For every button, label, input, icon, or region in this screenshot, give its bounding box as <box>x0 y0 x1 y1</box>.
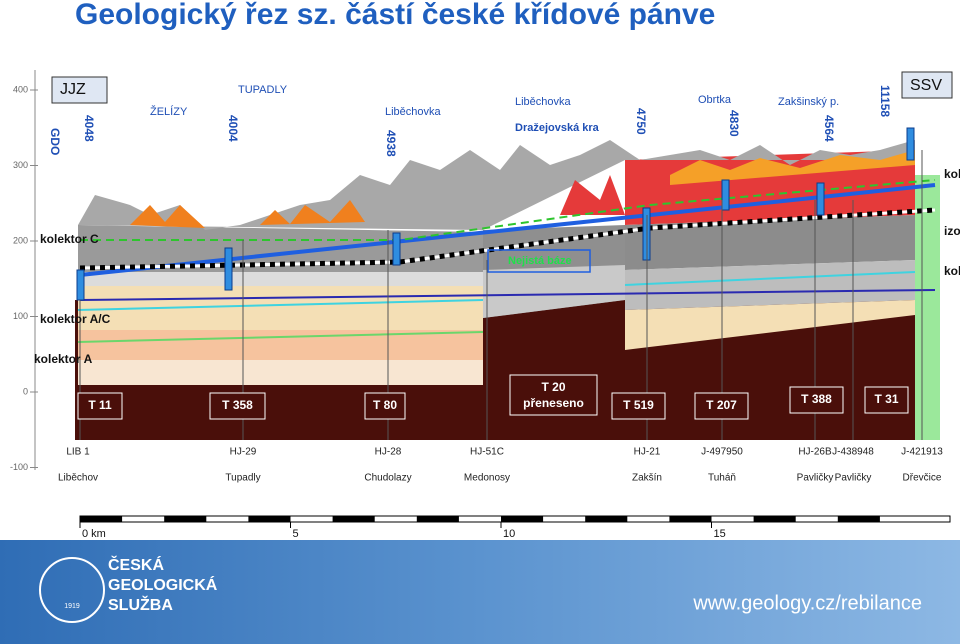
borehole-village: Chudolazy <box>364 473 411 484</box>
borehole-id: J-438948 <box>832 447 874 458</box>
aquifer-label: kolektor C <box>40 232 99 246</box>
box-text: T 207 <box>706 398 737 412</box>
scale-segment <box>416 516 459 522</box>
aquifer-label: kole <box>944 264 960 278</box>
well-number: 11158 <box>878 85 892 117</box>
temperature-box: T 80 <box>364 392 406 420</box>
place-label: Obrtka <box>698 94 732 106</box>
left-end-label: JJZ <box>60 81 86 98</box>
place-label: Zakšinský p. <box>778 96 839 108</box>
scale-segment <box>669 516 712 522</box>
temperature-box: T 388 <box>789 386 844 414</box>
scale-segment <box>501 516 544 522</box>
borehole-id: HJ-26B <box>798 447 832 458</box>
box-text: T 388 <box>801 392 832 406</box>
elevation-label: 400 <box>13 84 28 94</box>
borehole-id: J-497950 <box>701 447 743 458</box>
scale-label: 5 <box>293 528 299 540</box>
logo-year: 1919 <box>64 603 80 610</box>
aquifer-label: kolektor A/C <box>40 312 111 326</box>
box-text: T 519 <box>623 398 654 412</box>
scale-label: 15 <box>714 528 726 540</box>
aquifer-label: izola <box>944 224 960 238</box>
scale-segment <box>585 516 628 522</box>
borehole-village: Pavličky <box>835 473 872 484</box>
cross-section <box>34 70 953 470</box>
temperature-box: T 31 <box>864 386 909 414</box>
borehole-id: HJ-51C <box>470 447 504 458</box>
box-text: T 20 <box>541 380 565 394</box>
place-label: TUPADLY <box>238 84 288 96</box>
scale-segment <box>80 516 123 522</box>
logo <box>39 557 105 623</box>
box-frame <box>77 392 123 420</box>
box-text: T 31 <box>874 392 898 406</box>
elevation-label: 200 <box>13 235 28 245</box>
temperature-box: T 358 <box>209 392 266 420</box>
scale-segment <box>753 516 796 522</box>
well-number: 4564 <box>822 115 836 142</box>
well-number: 4048 <box>82 115 96 142</box>
gdo-label: GDO <box>48 128 62 155</box>
elevation-label: 0 <box>23 386 28 396</box>
borehole-id: HJ-21 <box>634 447 661 458</box>
elevation-label: 100 <box>13 311 28 321</box>
borehole-village: Liběchov <box>58 473 98 484</box>
well-number: 4938 <box>384 130 398 157</box>
place-label: ŽELÍZY <box>150 105 188 118</box>
box-frame <box>364 392 406 420</box>
box-frame <box>864 386 909 414</box>
scale-segment <box>837 516 880 522</box>
aquifer-label: kole <box>944 167 960 181</box>
right-end-label: SSV <box>910 77 942 94</box>
scale-label: 0 km <box>82 528 106 540</box>
temperature-box: T 20 přeneseno <box>509 374 598 416</box>
well-number: 4750 <box>634 108 648 135</box>
place-label: Liběchovka <box>385 106 442 118</box>
borehole-id: LIB 1 <box>66 447 90 458</box>
org-line: SLUŽBA <box>108 595 173 614</box>
scale-segment <box>164 516 207 522</box>
borehole-village: Tuháň <box>708 473 736 484</box>
box-frame <box>509 374 598 416</box>
box-frame <box>209 392 266 420</box>
temperature-box: T 11 <box>77 392 123 420</box>
temperature-box: T 207 <box>694 392 749 420</box>
aquifer-label: kolektor A <box>34 352 93 366</box>
scale-label: 10 <box>503 528 515 540</box>
place-label: Liběchovka <box>515 96 572 108</box>
box-text: T 358 <box>222 398 253 412</box>
borehole-village: Dřevčice <box>903 473 942 484</box>
borehole-id: HJ-29 <box>230 447 257 458</box>
borehole-village: Pavličky <box>797 473 834 484</box>
uncertain-base-label: Nejistá báze <box>508 255 572 267</box>
elevation-label: -100 <box>10 462 28 472</box>
borehole-village: Tupadly <box>225 473 260 484</box>
box-text: T 80 <box>373 398 397 412</box>
box-frame <box>694 392 749 420</box>
footer-band <box>0 540 960 644</box>
scale-segment <box>332 516 375 522</box>
place-label: Dražejovská kra <box>515 122 600 134</box>
temperature-box: T 519 <box>611 392 666 420</box>
elevation-label: 300 <box>13 160 28 170</box>
well-number: 4004 <box>226 115 240 142</box>
footer-url: www.geology.cz/rebilance <box>692 592 922 614</box>
borehole-village: Zakšín <box>632 473 662 484</box>
borehole-id: HJ-28 <box>375 447 402 458</box>
box-text: T 11 <box>88 398 112 412</box>
org-line: GEOLOGICKÁ <box>108 575 218 594</box>
box-frame <box>611 392 666 420</box>
well-number: 4830 <box>727 110 741 137</box>
slide-title: Geologický řez sz. částí české křídové p… <box>75 0 715 31</box>
box-text: přeneseno <box>523 396 584 410</box>
scale-segment <box>248 516 291 522</box>
box-frame <box>789 386 844 414</box>
borehole-id: J-421913 <box>901 447 943 458</box>
org-line: ČESKÁ <box>108 555 164 574</box>
borehole-village: Medonosy <box>464 473 510 484</box>
